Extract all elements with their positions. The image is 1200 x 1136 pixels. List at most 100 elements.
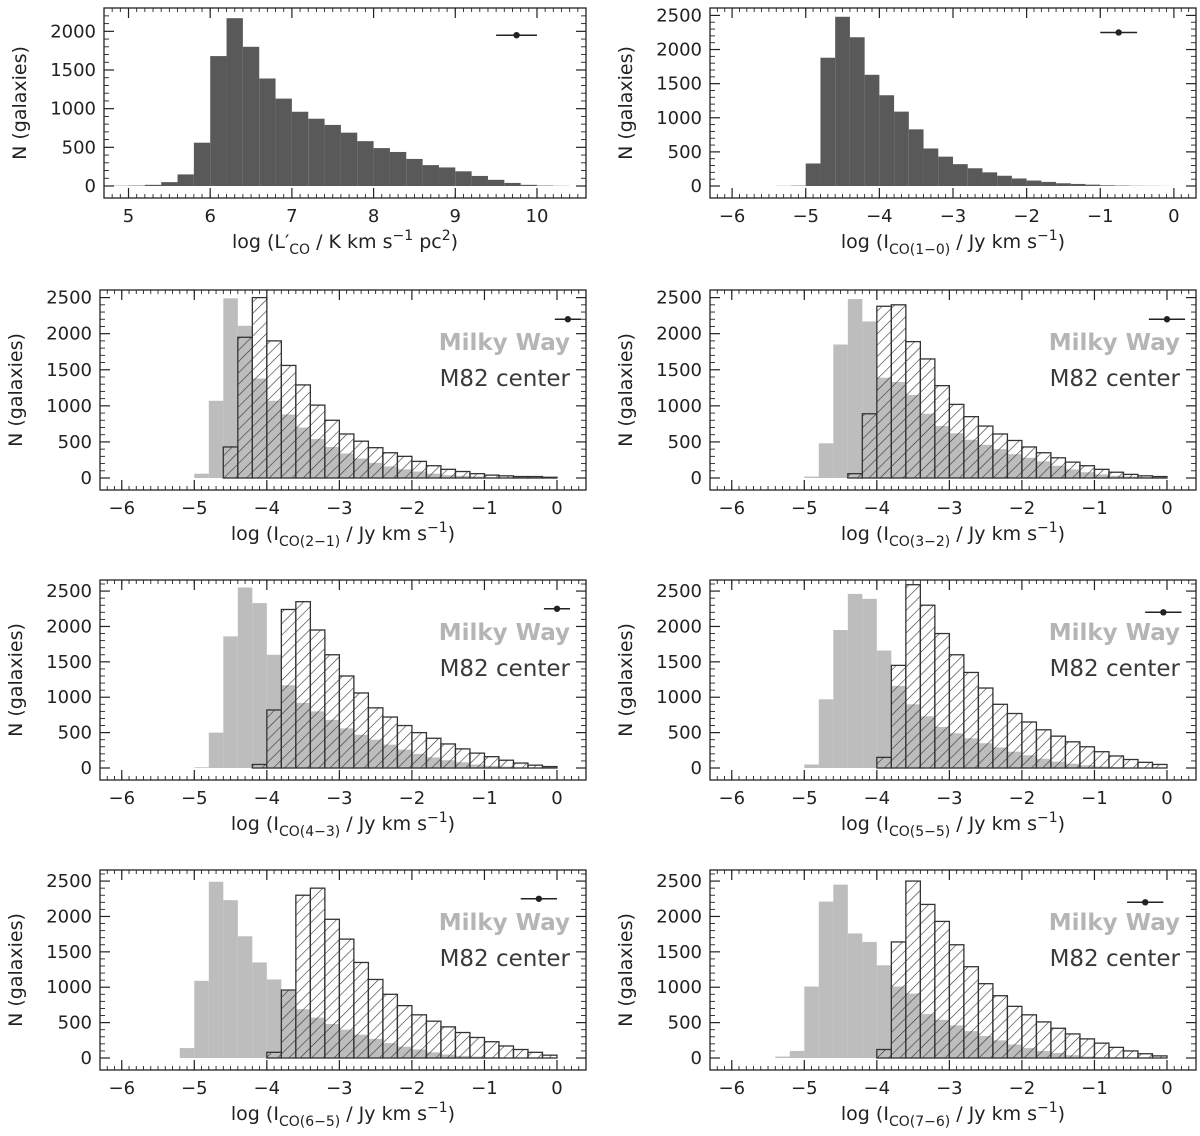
y-tick-label: 2000 (46, 616, 92, 637)
x-axis-label-part: log (I (841, 523, 889, 545)
bar (847, 933, 863, 1058)
bar (833, 344, 848, 478)
plot-frame (99, 289, 587, 491)
bar (309, 404, 326, 479)
bar (295, 384, 312, 479)
bar (382, 452, 399, 479)
x-axis-label-part: 2 (442, 228, 451, 244)
y-tick-label: 500 (58, 432, 92, 453)
bar (948, 944, 965, 1059)
bar (1122, 1050, 1139, 1059)
y-axis-label: N (galaxies) (615, 623, 637, 737)
x-tick-label: 10 (526, 206, 549, 227)
y-tick-label: 2500 (656, 871, 702, 892)
y-tick-label: 1000 (656, 977, 702, 998)
x-axis-label-part: CO(1−0) (889, 242, 950, 258)
y-tick-label: 0 (691, 758, 702, 779)
error-bar-point (535, 895, 543, 902)
bar (923, 148, 939, 186)
y-tick-label: 0 (81, 758, 92, 779)
y-tick-label: 1500 (656, 74, 702, 95)
bar (847, 299, 863, 478)
bar (1093, 468, 1110, 479)
x-tick-label: −3 (940, 206, 967, 227)
x-tick-label: 8 (368, 206, 379, 227)
x-tick-label: −4 (254, 1078, 281, 1099)
bar (389, 151, 407, 186)
y-tick-label: 1000 (656, 687, 702, 708)
y-tick-label: 1500 (46, 652, 92, 673)
x-axis-label: log (ICO(6−5) / Jy km s−1) (231, 1100, 455, 1130)
x-axis-label-part: / Jy km s (340, 1103, 427, 1125)
x-axis-label-part: CO (289, 242, 310, 258)
bar (934, 632, 951, 769)
bar (353, 440, 370, 479)
bar (1100, 185, 1115, 186)
x-axis-label-part: ) (1058, 523, 1065, 545)
bar (440, 1026, 457, 1059)
x-tick-label: −6 (718, 788, 745, 809)
bar (833, 630, 848, 768)
bar (324, 124, 341, 186)
bar (1021, 446, 1038, 479)
plot-frame (99, 869, 587, 1071)
x-axis-label-part: CO(2−1) (279, 534, 340, 550)
bar (849, 37, 865, 186)
bar (193, 142, 211, 186)
x-tick-label: −5 (181, 788, 208, 809)
bar (1035, 452, 1052, 479)
bar (876, 756, 893, 769)
bar (890, 941, 907, 1059)
y-tick-label: 1500 (656, 360, 702, 381)
series-m82 (876, 584, 1168, 769)
x-tick-label: 0 (1161, 1078, 1172, 1099)
bar (963, 416, 980, 479)
bar (512, 762, 529, 769)
bar (948, 403, 965, 479)
bar (425, 737, 442, 769)
y-axis-label: N (galaxies) (615, 46, 637, 160)
bar (1079, 746, 1096, 769)
bar (1137, 761, 1154, 769)
bar (1151, 763, 1168, 769)
x-axis-label-part: / Jy km s (950, 813, 1037, 835)
bar (1079, 465, 1096, 479)
bar (469, 1036, 486, 1059)
y-tick-label: 2500 (46, 581, 92, 602)
legend-m82-center: M82 center (440, 366, 571, 392)
bar (353, 961, 370, 1059)
legend-milky-way: Milky Way (1049, 910, 1180, 936)
bar (357, 141, 374, 186)
error-bar-point (564, 316, 572, 323)
x-axis-label-part: ) (1058, 813, 1065, 835)
y-axis-label: N (galaxies) (615, 333, 637, 447)
bar (440, 743, 457, 769)
error-bar-point (1115, 29, 1122, 36)
x-tick-label: −4 (864, 1078, 891, 1099)
bar (1064, 1033, 1081, 1059)
legend-m82-center: M82 center (1050, 656, 1181, 682)
bar (425, 1020, 442, 1059)
bar (1006, 712, 1023, 769)
y-tick-label: 2500 (656, 581, 702, 602)
bar (938, 156, 953, 186)
bar (406, 158, 423, 186)
y-tick-label: 0 (85, 176, 96, 197)
y-tick-label: 2000 (656, 616, 702, 637)
y-tick-label: 1500 (46, 942, 92, 963)
bar (1151, 475, 1168, 479)
bar (455, 171, 472, 186)
series-m82 (222, 296, 558, 479)
x-tick-label: −6 (108, 498, 135, 519)
bar (469, 752, 486, 769)
bar (396, 1004, 413, 1059)
error-bar-point (1142, 899, 1149, 906)
bar (208, 400, 224, 478)
y-axis-label: N (galaxies) (5, 333, 27, 447)
x-axis-label: log (L′CO / K km s−1 pc2) (232, 228, 458, 258)
bar (422, 165, 439, 186)
bar (527, 475, 544, 479)
y-tick-label: 500 (668, 142, 702, 163)
